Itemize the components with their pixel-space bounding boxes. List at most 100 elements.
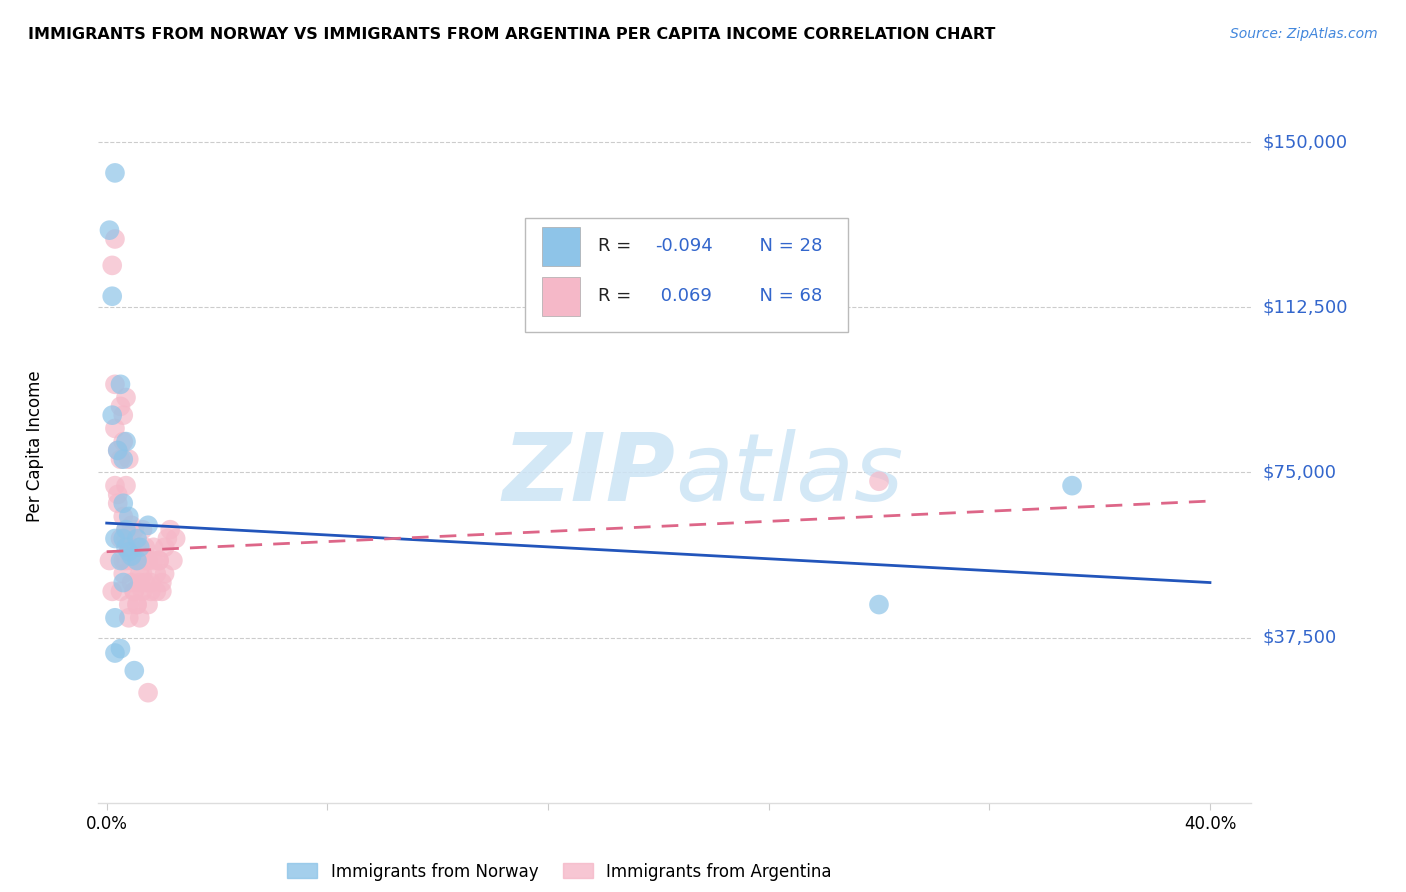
Point	[128, 575, 150, 590]
Text: N = 68: N = 68	[748, 287, 821, 305]
Point	[101, 289, 124, 303]
Point	[118, 452, 141, 467]
Point	[128, 566, 150, 581]
Point	[112, 575, 135, 590]
Point	[136, 518, 159, 533]
Point	[112, 434, 135, 449]
Point	[104, 377, 127, 392]
Point	[136, 598, 159, 612]
Point	[107, 443, 129, 458]
Point	[115, 523, 138, 537]
Point	[104, 232, 127, 246]
Point	[118, 541, 141, 555]
Point	[125, 598, 148, 612]
Text: IMMIGRANTS FROM NORWAY VS IMMIGRANTS FROM ARGENTINA PER CAPITA INCOME CORRELATIO: IMMIGRANTS FROM NORWAY VS IMMIGRANTS FRO…	[28, 27, 995, 42]
Point	[868, 475, 890, 489]
Point	[124, 664, 146, 678]
Point	[112, 496, 135, 510]
Point	[150, 575, 173, 590]
Text: $112,500: $112,500	[1263, 298, 1348, 317]
Point	[104, 611, 127, 625]
Point	[156, 532, 179, 546]
Point	[121, 549, 143, 563]
Text: atlas: atlas	[675, 429, 903, 520]
Point	[112, 532, 135, 546]
Point	[98, 553, 121, 567]
Point	[124, 584, 146, 599]
Point	[121, 518, 143, 533]
Point	[125, 553, 148, 567]
Point	[118, 598, 141, 612]
Point	[112, 408, 135, 422]
Point	[107, 443, 129, 458]
Point	[115, 391, 138, 405]
Point	[104, 646, 127, 660]
Point	[101, 259, 124, 273]
Point	[145, 584, 167, 599]
Point	[131, 523, 153, 537]
Point	[118, 611, 141, 625]
Bar	[543, 277, 581, 316]
Point	[125, 532, 148, 546]
Point	[104, 421, 127, 435]
Point	[139, 584, 162, 599]
Point	[118, 509, 141, 524]
Point	[121, 553, 143, 567]
Point	[124, 553, 146, 567]
Point	[165, 532, 187, 546]
Legend: Immigrants from Norway, Immigrants from Argentina: Immigrants from Norway, Immigrants from …	[281, 856, 838, 888]
Point	[1060, 478, 1083, 492]
Point	[104, 166, 127, 180]
Point	[125, 598, 148, 612]
Point	[145, 566, 167, 581]
Point	[107, 496, 129, 510]
Point	[125, 541, 148, 555]
Point	[142, 553, 165, 567]
Point	[118, 545, 141, 559]
Point	[136, 553, 159, 567]
Point	[107, 487, 129, 501]
Text: R =: R =	[598, 237, 637, 255]
Point	[131, 566, 153, 581]
Point	[110, 553, 132, 567]
Point	[115, 553, 138, 567]
Point	[134, 553, 156, 567]
Text: -0.094: -0.094	[655, 237, 713, 255]
Point	[139, 575, 162, 590]
Text: Per Capita Income: Per Capita Income	[25, 370, 44, 522]
Text: $150,000: $150,000	[1263, 133, 1347, 151]
Point	[112, 553, 135, 567]
Point	[110, 377, 132, 392]
Point	[124, 523, 146, 537]
Point	[110, 641, 132, 656]
Point	[131, 584, 153, 599]
Point	[121, 541, 143, 555]
Point	[162, 553, 184, 567]
Point	[124, 584, 146, 599]
Point	[115, 434, 138, 449]
Text: R =: R =	[598, 287, 637, 305]
Point	[148, 553, 170, 567]
Point	[868, 598, 890, 612]
Point	[98, 223, 121, 237]
Point	[104, 532, 127, 546]
Point	[115, 478, 138, 492]
Point	[134, 541, 156, 555]
Point	[112, 566, 135, 581]
Point	[134, 575, 156, 590]
Text: N = 28: N = 28	[748, 237, 823, 255]
Point	[148, 553, 170, 567]
Point	[150, 584, 173, 599]
FancyBboxPatch shape	[524, 218, 848, 332]
Point	[142, 541, 165, 555]
Point	[112, 452, 135, 467]
Point	[115, 532, 138, 546]
Point	[110, 584, 132, 599]
Point	[104, 478, 127, 492]
Bar	[543, 227, 581, 266]
Point	[110, 532, 132, 546]
Point	[101, 584, 124, 599]
Point	[153, 541, 176, 555]
Point	[128, 541, 150, 555]
Text: ZIP: ZIP	[502, 428, 675, 521]
